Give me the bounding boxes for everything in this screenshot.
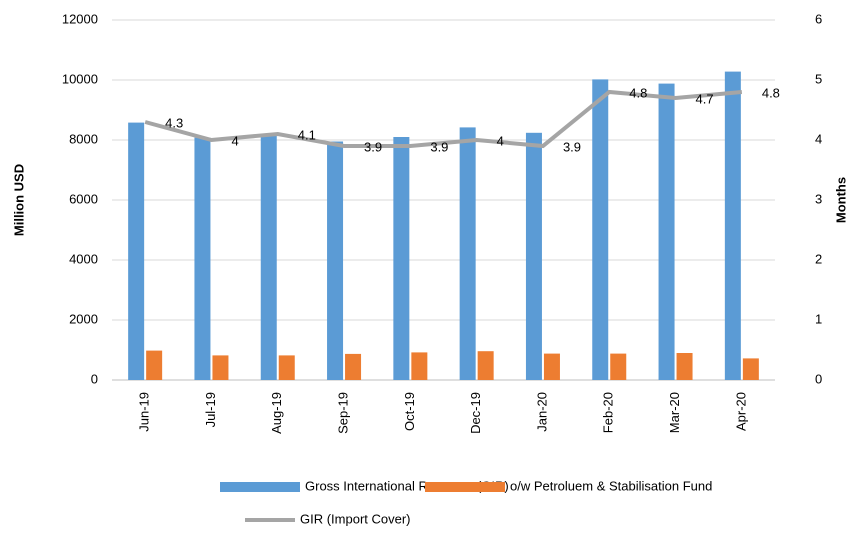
bar bbox=[742, 358, 759, 380]
bar bbox=[345, 353, 362, 380]
x-tick-label: Apr-20 bbox=[733, 392, 748, 431]
x-tick-label: Dec-19 bbox=[468, 392, 483, 434]
legend-label: GIR (Import Cover) bbox=[300, 511, 411, 526]
data-label: 4.8 bbox=[762, 85, 780, 100]
legend-swatch bbox=[425, 482, 505, 492]
y2-tick-label: 6 bbox=[815, 11, 822, 26]
bar bbox=[212, 355, 229, 380]
y2-axis-label: Months bbox=[833, 177, 848, 223]
line bbox=[144, 89, 743, 149]
y-tick-label: 8000 bbox=[69, 131, 98, 146]
data-label: 4 bbox=[497, 133, 504, 148]
y2-tick-label: 2 bbox=[815, 251, 822, 266]
bar bbox=[393, 137, 410, 380]
bar bbox=[194, 137, 211, 380]
y-tick-label: 0 bbox=[91, 371, 98, 386]
legend-label: o/w Petroluem & Stabilisation Fund bbox=[510, 478, 712, 493]
y-tick-label: 6000 bbox=[69, 191, 98, 206]
y-axis-label: Million USD bbox=[11, 164, 26, 236]
x-tick-label: Mar-20 bbox=[667, 392, 682, 433]
data-label: 4.1 bbox=[298, 127, 316, 142]
bar bbox=[278, 355, 295, 380]
data-label: 4.3 bbox=[165, 115, 183, 130]
bar bbox=[327, 141, 344, 380]
bar bbox=[610, 353, 627, 380]
bar bbox=[676, 353, 693, 380]
x-tick-label: Aug-19 bbox=[269, 392, 284, 434]
bar bbox=[724, 71, 741, 380]
bar bbox=[658, 83, 675, 380]
x-tick-label: Jan-20 bbox=[534, 392, 549, 432]
data-label: 4 bbox=[231, 133, 238, 148]
bar bbox=[543, 353, 560, 380]
bar bbox=[477, 351, 494, 380]
y2-tick-label: 1 bbox=[815, 311, 822, 326]
x-tick-label: Oct-19 bbox=[402, 392, 417, 431]
x-tick-label: Feb-20 bbox=[601, 392, 616, 433]
bar bbox=[260, 135, 277, 380]
y2-tick-label: 4 bbox=[815, 131, 822, 146]
y-tick-label: 4000 bbox=[69, 251, 98, 266]
data-label: 3.9 bbox=[430, 139, 448, 154]
x-tick-label: Jun-19 bbox=[137, 392, 152, 432]
bar bbox=[146, 350, 163, 380]
legend-swatch bbox=[220, 482, 300, 492]
bar bbox=[459, 127, 476, 381]
bar bbox=[525, 132, 542, 380]
data-label: 4.7 bbox=[696, 91, 714, 106]
y-tick-label: 10000 bbox=[62, 71, 98, 86]
y2-tick-label: 5 bbox=[815, 71, 822, 86]
x-tick-label: Sep-19 bbox=[335, 392, 350, 434]
y2-tick-label: 3 bbox=[815, 191, 822, 206]
data-label: 4.8 bbox=[629, 85, 647, 100]
bar bbox=[411, 352, 428, 380]
y-tick-label: 2000 bbox=[69, 311, 98, 326]
y-tick-label: 12000 bbox=[62, 11, 98, 26]
data-label: 3.9 bbox=[563, 139, 581, 154]
x-tick-label: Jul-19 bbox=[203, 392, 218, 427]
data-label: 3.9 bbox=[364, 139, 382, 154]
y2-tick-label: 0 bbox=[815, 371, 822, 386]
bar bbox=[592, 79, 609, 381]
bar bbox=[128, 122, 145, 380]
